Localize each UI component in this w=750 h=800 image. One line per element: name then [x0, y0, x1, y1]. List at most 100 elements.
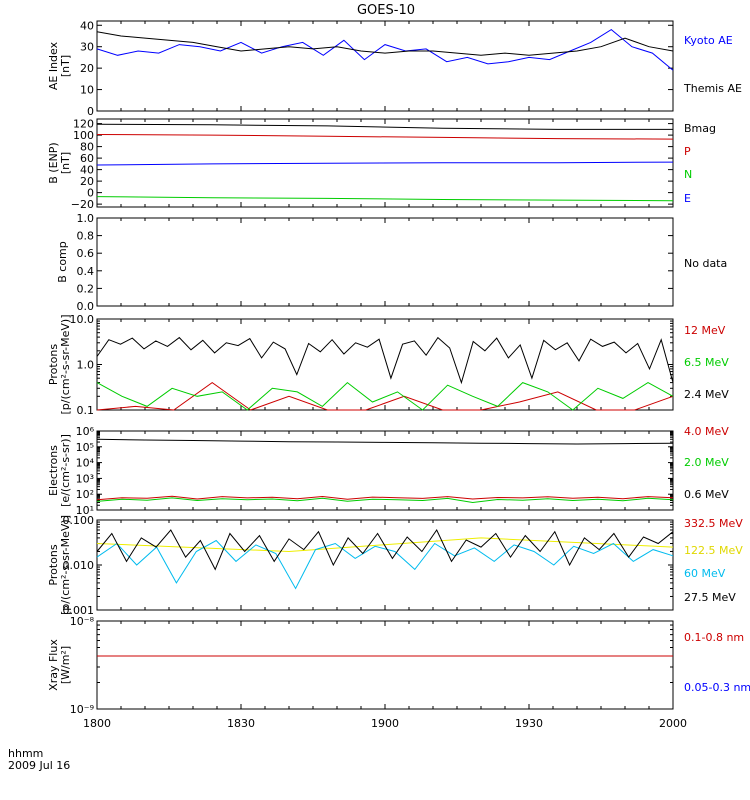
- y-tick-label: 0.100: [63, 514, 95, 527]
- y-tick-label: 0: [87, 187, 94, 200]
- series-line-e: [96, 161, 674, 166]
- series-line-60-mev: [96, 539, 674, 590]
- y-tick-label: 0.6: [77, 247, 95, 260]
- y-axis-title: [e/(cm²-s-sr)]: [59, 434, 72, 507]
- legend-label: 4.0 MeV: [684, 425, 729, 438]
- y-tick-label: 10⁵: [76, 441, 94, 454]
- series-line-6-5-mev: [96, 381, 674, 411]
- y-tick-label: 40: [80, 19, 94, 32]
- x-tick-label: 1900: [371, 717, 399, 730]
- series-line-n: [96, 196, 674, 202]
- y-tick-label: 0.8: [77, 230, 95, 243]
- panel-b-comp: 0.0 0.2 0.4 0.6 0.8 1.0 B comp No data: [56, 212, 727, 313]
- y-axis-title: [p/(cm²-s-sr-MeV)]: [59, 315, 72, 415]
- y-tick-label: −20: [71, 198, 94, 211]
- y-tick-label: 0.010: [63, 559, 95, 572]
- legend-label: E: [684, 192, 691, 205]
- series-line-122-5-mev: [96, 537, 674, 553]
- y-tick-label: 10⁻⁹: [70, 703, 94, 716]
- y-tick-label: 120: [73, 118, 94, 131]
- y-tick-label: 100: [73, 129, 94, 142]
- x-tick-label: 1830: [227, 717, 255, 730]
- panel-protons-low: 0.1 1.0 10.0 Protons [p/(cm²-s-sr-MeV)] 12 Me…: [47, 313, 729, 417]
- panel-ae-index: 0 10 20 30 40 AE Index [nT] Kyoto AE Themis AE: [47, 19, 742, 118]
- panel-frame: [96, 620, 674, 710]
- y-axis-title: Xray Flux: [47, 639, 60, 691]
- y-axis-title: [p/(cm²-s-sr-MeV)]: [59, 515, 72, 615]
- y-tick-label: 0.4: [77, 265, 95, 278]
- panel-xray: 10⁻⁹ 10⁻⁸ Xray Flux [W/m²] 0.1-0.8 nm 0.05-0.…: [47, 615, 750, 716]
- legend-label: 2.4 MeV: [684, 388, 729, 401]
- y-tick-label: 80: [80, 141, 94, 154]
- figure-title: GOES-10: [357, 3, 415, 18]
- legend-label: 0.1-0.8 nm: [684, 631, 744, 644]
- legend-label: Bmag: [684, 122, 716, 135]
- series-line-2-4-mev: [96, 336, 674, 385]
- legend-label: 0.05-0.3 nm: [684, 681, 750, 694]
- y-tick-label: 0: [87, 105, 94, 118]
- x-tick-label: 1800: [83, 717, 111, 730]
- y-axis-title: [W/m²]: [59, 646, 72, 684]
- series-line-themis-ae: [96, 31, 674, 56]
- y-tick-label: 40: [80, 164, 94, 177]
- y-tick-label: 10¹: [76, 504, 94, 517]
- y-tick-label: 10.0: [70, 313, 95, 326]
- y-tick-label: 1.0: [77, 212, 95, 225]
- no-data-note: No data: [684, 257, 727, 270]
- y-axis-title: AE Index: [47, 41, 60, 90]
- time-unit-label: hhmm: [8, 747, 43, 760]
- y-tick-label: 0.2: [77, 282, 95, 295]
- legend-label: Themis AE: [683, 82, 742, 95]
- panel-frame: [96, 519, 674, 611]
- legend-label: Kyoto AE: [684, 34, 733, 47]
- series-line-4-0-mev: [96, 495, 674, 501]
- x-tick-label: 1930: [515, 717, 543, 730]
- y-tick-label: 20: [80, 62, 94, 75]
- legend-label: 60 MeV: [684, 567, 726, 580]
- panel-frame: [96, 217, 674, 307]
- y-tick-label: 10⁻⁸: [70, 615, 95, 628]
- legend-label: 0.6 MeV: [684, 488, 729, 501]
- legend-label: 332.5 MeV: [684, 517, 743, 530]
- y-axis-title: Protons: [47, 544, 60, 585]
- series-line-2-0-mev: [96, 497, 674, 504]
- y-axis-title: [nT]: [59, 152, 72, 174]
- y-tick-label: 1.0: [77, 359, 95, 372]
- y-tick-label: 10³: [76, 472, 94, 485]
- y-tick-label: 10⁶: [76, 425, 95, 438]
- date-label: 2009 Jul 16: [8, 759, 70, 772]
- y-tick-label: 10²: [76, 488, 94, 501]
- y-axis-title: B comp: [56, 241, 69, 283]
- y-tick-label: 10⁴: [76, 457, 95, 470]
- legend-label: 2.0 MeV: [684, 456, 729, 469]
- y-tick-label: 0.001: [63, 604, 95, 617]
- series-line-kyoto-ae: [96, 28, 674, 71]
- legend-label: 27.5 MeV: [684, 591, 736, 604]
- legend-label: 122.5 MeV: [684, 544, 743, 557]
- y-axis-title: Protons: [47, 344, 60, 385]
- y-tick-label: 20: [80, 175, 94, 188]
- y-tick-label: 0.1: [77, 404, 95, 417]
- legend-label: N: [684, 168, 692, 181]
- y-axis-title: Electrons: [47, 445, 60, 496]
- y-axis-title: B (ENP): [47, 142, 60, 183]
- series-line-bmag: [96, 123, 673, 130]
- legend-label: 12 MeV: [684, 324, 726, 337]
- panel-protons-high: 0.001 0.010 0.100 Protons [p/(cm²-s-sr-MeV)]…: [47, 514, 743, 617]
- y-tick-label: 0.0: [77, 300, 95, 313]
- legend-label: P: [684, 145, 691, 158]
- series-line-0-6-mev: [96, 438, 674, 445]
- y-tick-label: 10: [80, 84, 94, 97]
- legend-label: 6.5 MeV: [684, 356, 729, 369]
- panel-electrons: 10¹ 10² 10³ 10⁴ 10⁵ 10⁶ Electrons [e/(cm²-s-sr)…: [47, 425, 729, 517]
- y-axis-title: [nT]: [59, 55, 72, 77]
- series-line-p: [96, 134, 674, 140]
- y-tick-label: 60: [80, 152, 94, 165]
- panel-frame: [96, 318, 674, 411]
- series-line-12-mev: [96, 381, 674, 411]
- panel-frame: [96, 20, 674, 112]
- x-tick-label: 2000: [659, 717, 687, 730]
